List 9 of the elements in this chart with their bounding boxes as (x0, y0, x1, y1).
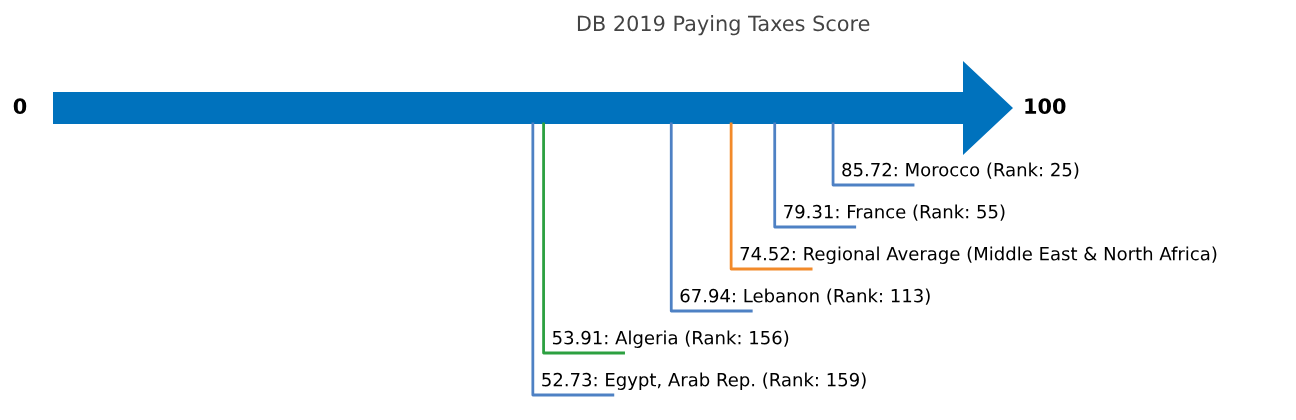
data-label: 74.52: Regional Average (Middle East & North Africa) (740, 246, 1217, 264)
data-label: 79.31: France (Rank: 55) (784, 204, 1005, 221)
text: DB 2019 Paying Taxes Score (577, 15, 870, 36)
data-label: 67.94: Lebanon (Rank: 113) (680, 288, 930, 305)
data-label: 85.72: Morocco (Rank: 25) (842, 162, 1079, 179)
data-label: 52.73: Egypt, Arab Rep. (Rank: 159) (542, 372, 866, 390)
data-label: 53.91: Algeria (Rank: 156) (552, 330, 789, 348)
text: 0 (13, 98, 27, 115)
text: 100 (1025, 98, 1066, 115)
